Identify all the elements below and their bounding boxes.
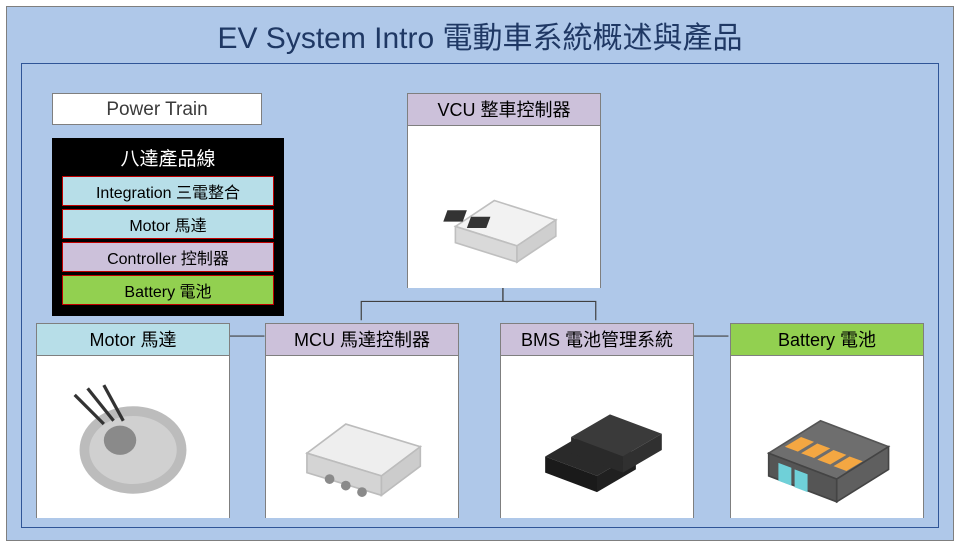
node-battery-header: Battery 電池	[731, 324, 923, 356]
node-mcu: MCU 馬達控制器	[265, 323, 459, 518]
legend-caption: 八達產品線	[60, 144, 276, 173]
page-frame: EV System Intro 電動車系統概述與產品 Power Train 八…	[6, 6, 954, 541]
legend-row-motor: Motor 馬達	[62, 209, 274, 239]
node-vcu: VCU 整車控制器	[407, 93, 601, 288]
node-motor-image	[37, 356, 229, 518]
section-label-power-train: Power Train	[52, 93, 262, 125]
node-battery: Battery 電池	[730, 323, 924, 518]
page-title: EV System Intro 電動車系統概述與產品	[7, 7, 953, 67]
legend-row-battery: Battery 電池	[62, 275, 274, 305]
node-vcu-header: VCU 整車控制器	[408, 94, 600, 126]
node-vcu-image	[408, 126, 600, 288]
node-battery-image	[731, 356, 923, 518]
node-bms: BMS 電池管理系統	[500, 323, 694, 518]
diagram-area: Power Train 八達產品線 Integration 三電整合 Motor…	[21, 63, 939, 528]
legend-row-controller: Controller 控制器	[62, 242, 274, 272]
node-bms-image	[501, 356, 693, 518]
node-motor-header: Motor 馬達	[37, 324, 229, 356]
node-mcu-header: MCU 馬達控制器	[266, 324, 458, 356]
product-line-legend: 八達產品線 Integration 三電整合 Motor 馬達 Controll…	[52, 138, 284, 316]
legend-row-integration: Integration 三電整合	[62, 176, 274, 206]
node-mcu-image	[266, 356, 458, 518]
node-bms-header: BMS 電池管理系統	[501, 324, 693, 356]
node-motor: Motor 馬達	[36, 323, 230, 518]
